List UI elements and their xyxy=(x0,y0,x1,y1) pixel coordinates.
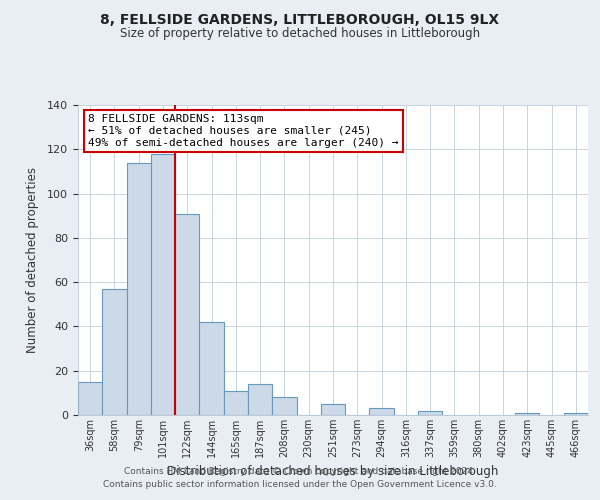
X-axis label: Distribution of detached houses by size in Littleborough: Distribution of detached houses by size … xyxy=(167,466,499,478)
Bar xyxy=(175,214,199,415)
Text: Size of property relative to detached houses in Littleborough: Size of property relative to detached ho… xyxy=(120,28,480,40)
Bar xyxy=(272,398,296,415)
Bar xyxy=(370,408,394,415)
Bar xyxy=(78,382,102,415)
Bar xyxy=(515,413,539,415)
Bar xyxy=(321,404,345,415)
Bar xyxy=(102,289,127,415)
Bar xyxy=(224,390,248,415)
Bar xyxy=(248,384,272,415)
Bar xyxy=(151,154,175,415)
Bar xyxy=(127,162,151,415)
Bar xyxy=(418,410,442,415)
Text: 8 FELLSIDE GARDENS: 113sqm
← 51% of detached houses are smaller (245)
49% of sem: 8 FELLSIDE GARDENS: 113sqm ← 51% of deta… xyxy=(88,114,398,148)
Text: Contains HM Land Registry data © Crown copyright and database right 2024.: Contains HM Land Registry data © Crown c… xyxy=(124,467,476,476)
Text: 8, FELLSIDE GARDENS, LITTLEBOROUGH, OL15 9LX: 8, FELLSIDE GARDENS, LITTLEBOROUGH, OL15… xyxy=(100,12,500,26)
Bar xyxy=(199,322,224,415)
Text: Contains public sector information licensed under the Open Government Licence v3: Contains public sector information licen… xyxy=(103,480,497,489)
Y-axis label: Number of detached properties: Number of detached properties xyxy=(26,167,39,353)
Bar xyxy=(564,413,588,415)
